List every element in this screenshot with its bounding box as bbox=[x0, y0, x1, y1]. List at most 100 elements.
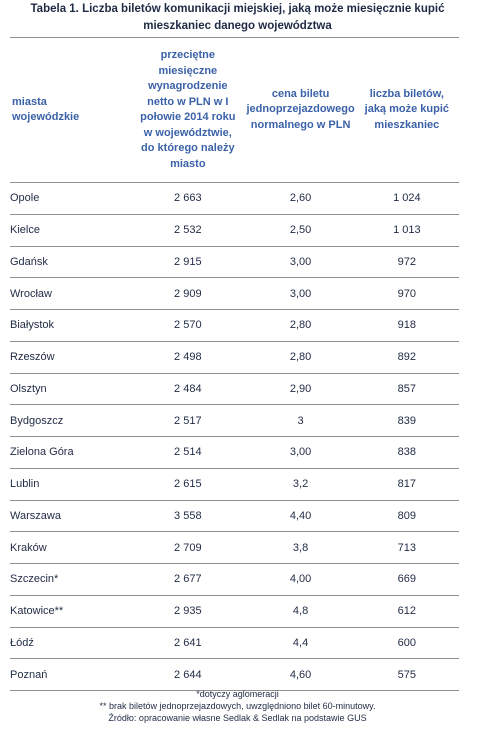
salary-cell: 2 532 bbox=[174, 224, 202, 237]
city-cell: Olsztyn bbox=[10, 382, 47, 395]
price-cell: 2,60 bbox=[289, 192, 312, 205]
table-row: Bydgoszcz 2 517 3 839 bbox=[10, 404, 459, 437]
price-cell: 4,4 bbox=[292, 636, 309, 649]
city-cell: Zielona Góra bbox=[10, 446, 74, 459]
city-cell: Katowice** bbox=[10, 605, 64, 618]
header-salary-line: połowie 2014 roku bbox=[140, 111, 236, 123]
price-cell: 3,00 bbox=[289, 255, 312, 268]
table-body: Opole 2 663 2,60 1 024 Kielce 2 532 2,50 1 013 G… bbox=[10, 182, 459, 691]
salary-cell: 2 935 bbox=[174, 605, 202, 618]
table-row: Olsztyn 2 484 2,90 857 bbox=[10, 373, 459, 405]
tickets-cell: 600 bbox=[397, 636, 417, 649]
table-row: Białystok 2 570 2,80 918 bbox=[10, 309, 459, 342]
header-tickets: liczba biletów, jaką może kupić mieszkanie… bbox=[355, 38, 459, 183]
salary-cell: 2 644 bbox=[174, 668, 202, 681]
city-cell: Kraków bbox=[10, 541, 47, 554]
header-price-line: normalnego w PLN bbox=[250, 118, 351, 131]
tickets-cell: 972 bbox=[397, 255, 417, 268]
header-salary-line: netto w PLN w I bbox=[147, 95, 229, 108]
salary-cell: 2 641 bbox=[174, 636, 202, 649]
table-row: Warszawa 3 558 4,40 809 bbox=[10, 500, 459, 532]
price-cell: 3,8 bbox=[292, 541, 309, 554]
table-row: Zielona Góra 2 514 3,00 838 bbox=[10, 436, 459, 469]
price-cell: 2,80 bbox=[289, 351, 312, 364]
tickets-cell: 575 bbox=[397, 668, 417, 681]
table-row: Opole 2 663 2,60 1 024 bbox=[10, 182, 459, 215]
tickets-cell: 809 bbox=[397, 509, 417, 522]
tickets-cell: 892 bbox=[397, 351, 417, 364]
city-cell: Warszawa bbox=[10, 509, 61, 522]
header-tickets-line: jaką może kupić bbox=[364, 103, 450, 116]
table-row: Wrocław 2 909 3,00 970 bbox=[10, 277, 459, 310]
price-cell: 3 bbox=[297, 414, 304, 427]
header-price-line: cena biletu bbox=[271, 87, 330, 100]
salary-cell: 3 558 bbox=[174, 509, 202, 522]
header-salary-line: w województwie, bbox=[143, 126, 232, 139]
city-cell: Szczecin* bbox=[10, 573, 59, 586]
salary-cell: 2 677 bbox=[174, 573, 202, 586]
price-cell: 3,00 bbox=[289, 287, 312, 300]
table-row: Poznań 2 644 4,60 575 bbox=[10, 658, 459, 691]
salary-cell: 2 570 bbox=[174, 319, 202, 332]
table-header-row: miasta wojewódzkie przeciętne miesięczne wy… bbox=[10, 37, 459, 183]
header-salary-line: przeciętne bbox=[160, 49, 216, 61]
salary-cell: 2 514 bbox=[174, 446, 202, 459]
table-row: Katowice** 2 935 4,8 612 bbox=[10, 595, 459, 627]
tickets-cell: 857 bbox=[397, 382, 417, 395]
tickets-cell: 817 bbox=[397, 478, 417, 491]
salary-cell: 2 663 bbox=[174, 192, 202, 205]
header-salary-line: miasto bbox=[170, 157, 206, 170]
header-salary: przeciętne miesięczne wynagrodzenie netto w… bbox=[129, 38, 246, 183]
tickets-cell: 1 024 bbox=[393, 192, 421, 205]
table-row: Rzeszów 2 498 2,80 892 bbox=[10, 341, 459, 373]
header-tickets-line: liczba biletów, bbox=[369, 87, 444, 100]
tickets-cell: 1 013 bbox=[393, 224, 421, 237]
price-cell: 3,2 bbox=[292, 478, 309, 491]
table-title: Tabela 1. Liczba biletów komunikacji mie… bbox=[10, 1, 465, 35]
city-cell: Rzeszów bbox=[10, 351, 55, 364]
tickets-cell: 839 bbox=[397, 414, 417, 427]
table-row: Łódź 2 641 4,4 600 bbox=[10, 627, 459, 659]
header-price-line: jednoprzejazdowego bbox=[246, 103, 355, 116]
header-city-line: miasta bbox=[12, 95, 47, 108]
header-tickets-line: mieszkaniec bbox=[374, 118, 440, 131]
city-cell: Kielce bbox=[10, 224, 40, 237]
table-row: Lublin 2 615 3,2 817 bbox=[10, 468, 459, 500]
city-cell: Białystok bbox=[10, 319, 55, 332]
table-row: Szczecin* 2 677 4,00 669 bbox=[10, 563, 459, 596]
price-cell: 4,60 bbox=[289, 668, 312, 681]
salary-cell: 2 484 bbox=[174, 382, 202, 395]
footnotes: *dotyczy aglomeracji ** brak biletów jed… bbox=[10, 688, 465, 724]
salary-cell: 2 909 bbox=[174, 287, 202, 300]
city-cell: Bydgoszcz bbox=[10, 414, 64, 427]
city-cell: Gdańsk bbox=[10, 255, 48, 268]
table-row: Kielce 2 532 2,50 1 013 bbox=[10, 214, 459, 246]
header-city: miasta wojewódzkie bbox=[10, 38, 129, 183]
footnote-ticket: ** brak biletów jednoprzejazdowych, uwzg… bbox=[99, 701, 376, 711]
city-cell: Opole bbox=[10, 192, 40, 205]
header-price: cena biletu jednoprzejazdowego normalnego … bbox=[246, 38, 354, 183]
tickets-cell: 970 bbox=[397, 287, 417, 300]
header-salary-line: miesięczne bbox=[158, 64, 218, 77]
price-cell: 2,80 bbox=[289, 319, 312, 332]
city-cell: Łódź bbox=[10, 636, 34, 649]
price-cell: 3,00 bbox=[289, 446, 312, 459]
salary-cell: 2 498 bbox=[174, 351, 202, 364]
header-city-line: wojewódzkie bbox=[12, 111, 80, 123]
price-cell: 4,00 bbox=[289, 573, 312, 586]
tickets-cell: 918 bbox=[397, 319, 417, 332]
tickets-cell: 838 bbox=[397, 446, 417, 459]
city-cell: Wrocław bbox=[10, 287, 52, 300]
table-row: Gdańsk 2 915 3,00 972 bbox=[10, 246, 459, 278]
salary-cell: 2 915 bbox=[174, 255, 202, 268]
salary-cell: 2 615 bbox=[174, 478, 202, 491]
price-cell: 2,50 bbox=[289, 224, 312, 237]
table-row: Kraków 2 709 3,8 713 bbox=[10, 531, 459, 564]
header-salary-line: do którego należy bbox=[141, 142, 235, 154]
tickets-cell: 612 bbox=[397, 605, 417, 618]
city-cell: Poznań bbox=[10, 668, 48, 681]
salary-cell: 2 517 bbox=[174, 414, 202, 427]
price-cell: 4,40 bbox=[289, 509, 312, 522]
price-cell: 2,90 bbox=[289, 382, 312, 395]
